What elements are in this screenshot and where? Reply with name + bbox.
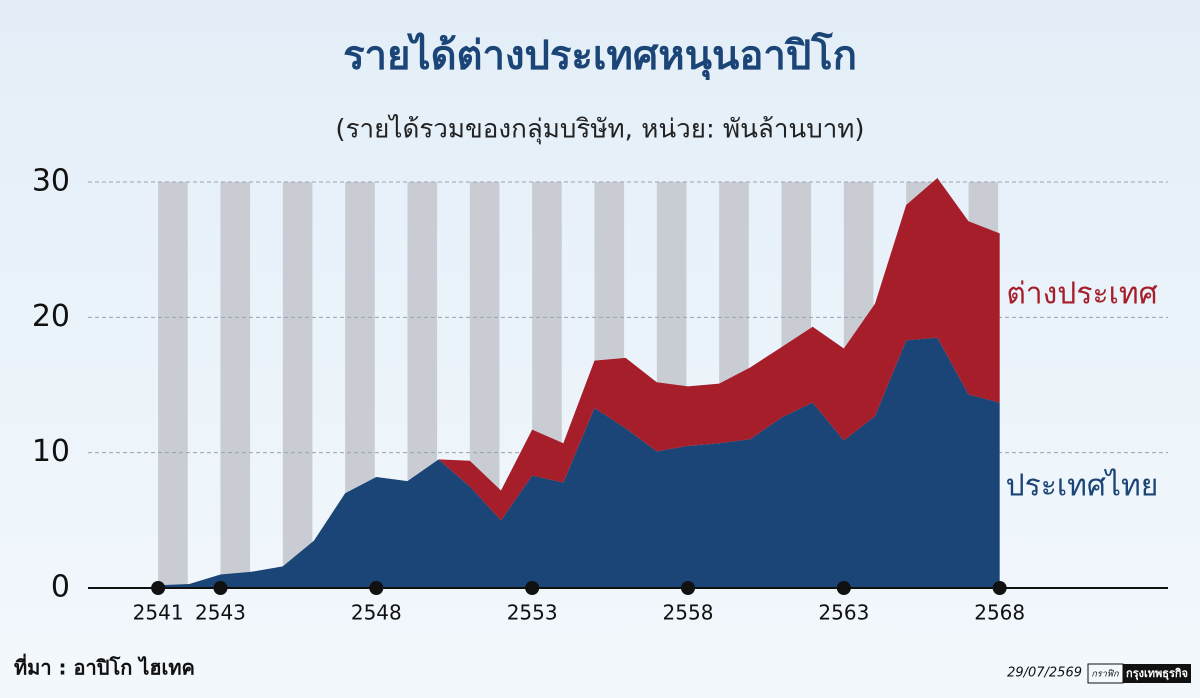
x-tick-dot <box>992 581 1007 595</box>
chart-subtitle: (รายได้รวมของกลุ่มบริษัท, หน่วย: พันล้าน… <box>335 114 864 145</box>
series-label: ต่างประเทศ <box>1006 277 1157 312</box>
x-tick-label: 2553 <box>507 601 558 625</box>
area <box>158 177 1000 586</box>
stripe <box>282 182 313 588</box>
credit-brand-box <box>1123 664 1191 683</box>
x-tick-label: 2548 <box>351 601 402 625</box>
source: ที่มา : อาปิโก ไฮเทค <box>14 653 195 680</box>
date: 29/07/2569 <box>1007 666 1082 681</box>
x-tick-label: 2543 <box>195 601 246 625</box>
x-tick-dot <box>836 581 851 595</box>
x-tick-dot <box>369 581 384 595</box>
x-tick-dot <box>151 581 166 595</box>
y-tick-label: 20 <box>32 299 70 334</box>
series-label: ประเทศไทย <box>1006 468 1159 504</box>
x-tick-dot <box>525 581 540 595</box>
x-tick-label: 2568 <box>974 601 1025 625</box>
chart-title: รายได้ต่างประเทศหนุนอาปิโก <box>343 32 857 81</box>
x-tick-label: 2563 <box>818 601 869 625</box>
credit-label: กราฟิก <box>1091 669 1119 680</box>
x-tick-dot <box>681 581 695 595</box>
x-tick-label: 2558 <box>663 601 714 625</box>
stripe <box>220 182 251 588</box>
x-tick-dot <box>213 581 228 595</box>
stripe <box>158 182 188 588</box>
y-tick-label: 10 <box>32 434 70 469</box>
x-tick-label: 2541 <box>133 601 184 625</box>
area <box>158 337 1000 588</box>
credit-brand: กรุงเทพธุรกิจ <box>1126 667 1188 681</box>
y-tick-label: 30 <box>32 164 70 199</box>
y-tick-label: 0 <box>51 570 70 605</box>
